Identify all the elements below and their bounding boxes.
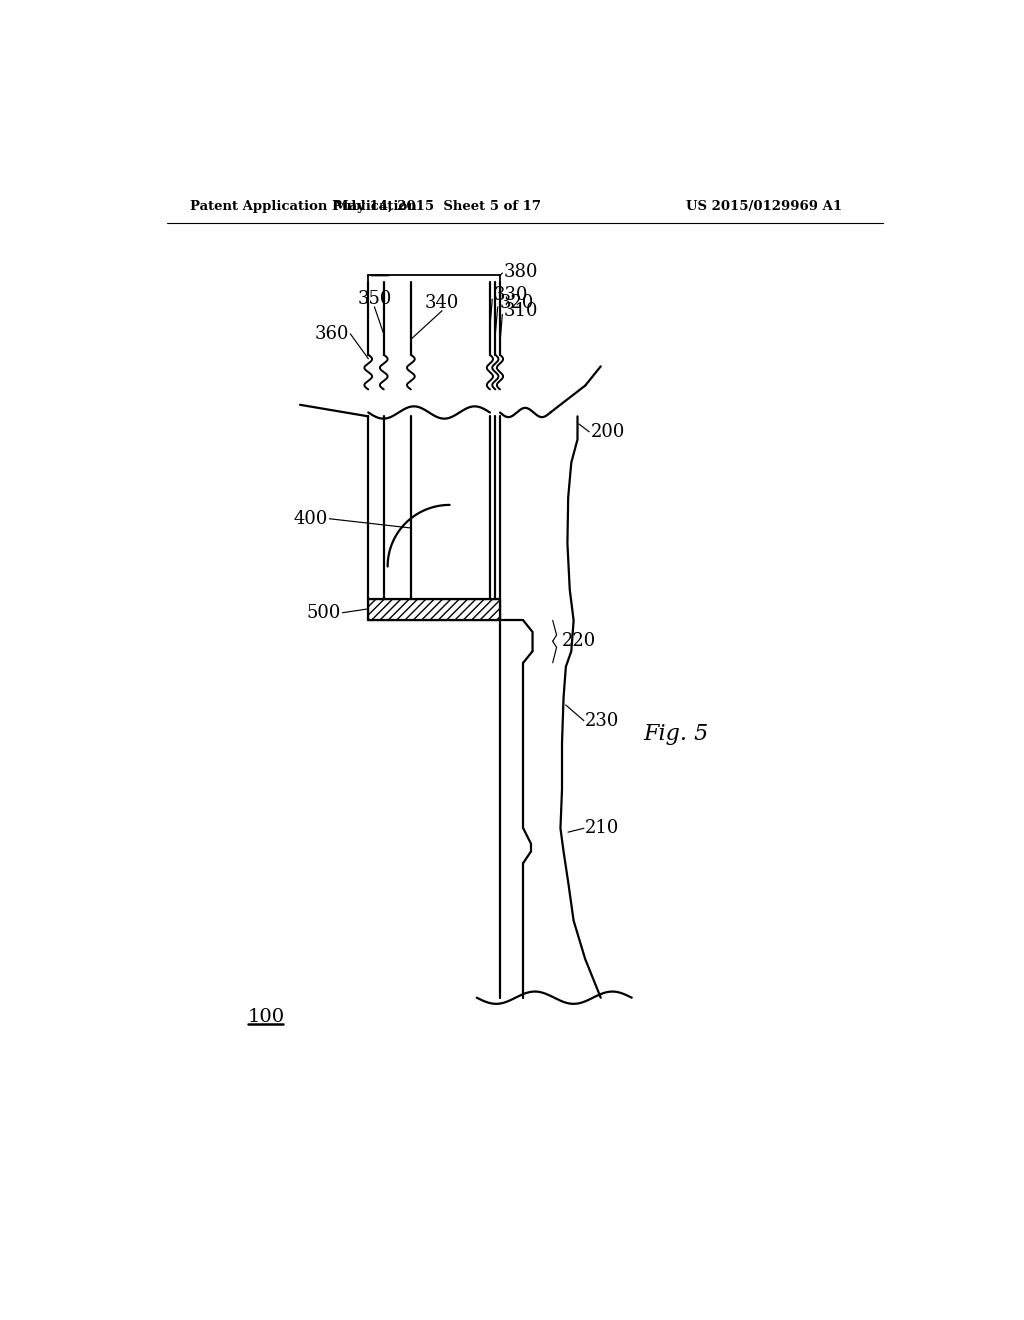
Text: 360: 360 (314, 325, 349, 343)
Text: US 2015/0129969 A1: US 2015/0129969 A1 (686, 199, 842, 213)
Bar (369, 599, 500, 620)
Text: 350: 350 (357, 290, 391, 309)
Text: 220: 220 (562, 632, 596, 651)
Text: Patent Application Publication: Patent Application Publication (190, 199, 417, 213)
Text: 330: 330 (494, 286, 528, 305)
Text: 210: 210 (586, 820, 620, 837)
Text: 310: 310 (504, 302, 539, 319)
Text: 100: 100 (248, 1008, 285, 1026)
Text: 400: 400 (294, 510, 328, 528)
Text: 320: 320 (500, 294, 534, 312)
Text: 230: 230 (586, 711, 620, 730)
Text: 500: 500 (307, 603, 341, 622)
Text: 380: 380 (504, 263, 539, 281)
Text: May 14, 2015  Sheet 5 of 17: May 14, 2015 Sheet 5 of 17 (335, 199, 542, 213)
Text: 340: 340 (425, 294, 459, 312)
Text: Fig. 5: Fig. 5 (643, 723, 709, 746)
Text: 200: 200 (591, 422, 625, 441)
